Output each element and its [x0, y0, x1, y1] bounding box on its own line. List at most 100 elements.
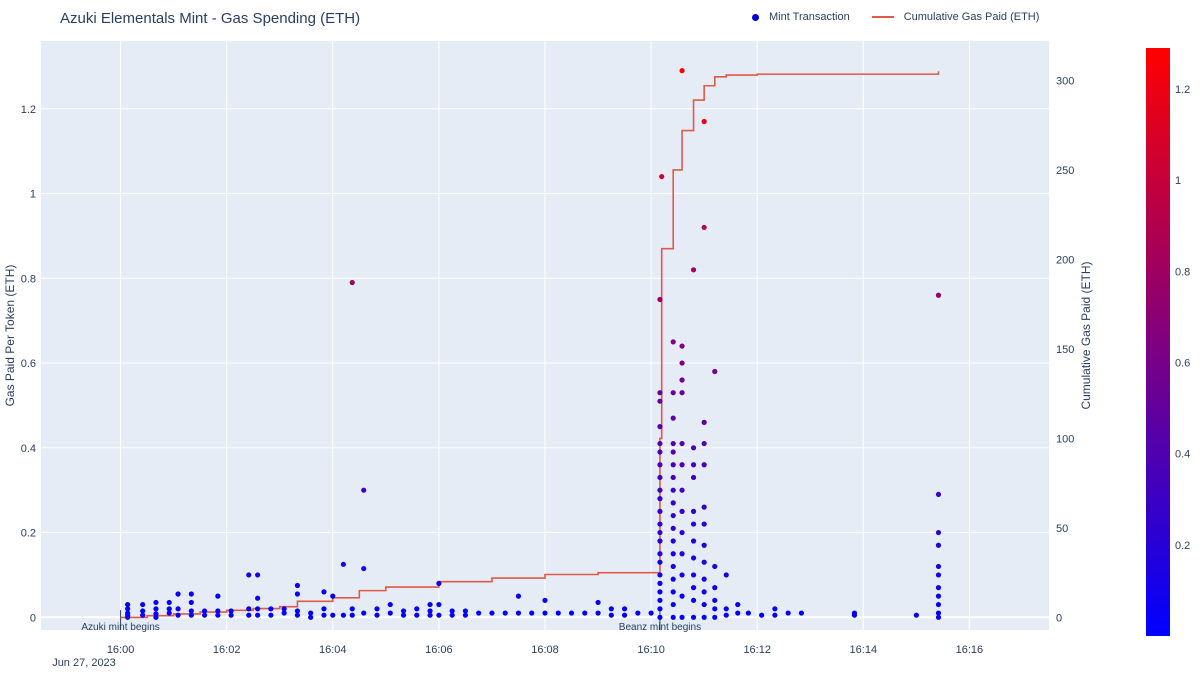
mint-transaction-point — [690, 462, 697, 468]
mint-transaction-point — [690, 572, 697, 578]
mint-transaction-point — [308, 610, 314, 616]
mint-transaction-point — [321, 606, 327, 612]
mint-transaction-point — [670, 440, 676, 447]
x-tick-label: 16:16 — [956, 644, 984, 656]
mint-transaction-point — [308, 614, 314, 620]
mint-transaction-point — [542, 597, 548, 603]
mint-transaction-point — [462, 608, 469, 614]
mint-transaction-point — [374, 612, 380, 618]
y2-tick-label: 200 — [1056, 254, 1074, 266]
mint-transaction-point — [670, 512, 676, 519]
mint-transaction-point — [621, 606, 628, 612]
y2-tick-label: 100 — [1056, 433, 1074, 445]
mint-transaction-point — [294, 612, 301, 618]
mint-transaction-point — [255, 612, 261, 618]
mint-transaction-point — [701, 576, 707, 582]
legend-label-scatter: Mint Transaction — [769, 11, 850, 23]
mint-transaction-point — [690, 555, 697, 561]
mint-transaction-point — [657, 449, 663, 455]
y2-tick-label: 300 — [1056, 75, 1074, 87]
mint-transaction-point — [321, 612, 327, 618]
mint-transaction-point — [427, 612, 433, 618]
mint-transaction-point — [657, 424, 663, 430]
mint-transaction-point — [294, 582, 301, 589]
mint-transaction-point — [690, 474, 697, 481]
mint-transaction-point — [175, 591, 181, 597]
mint-transaction-point — [449, 612, 455, 618]
mint-transaction-point — [153, 606, 159, 612]
mint-transaction-point — [361, 610, 367, 616]
mint-transaction-point — [153, 614, 159, 620]
mint-transaction-point — [701, 224, 707, 231]
mint-transaction-point — [228, 612, 234, 618]
y-tick-label: 0.8 — [21, 273, 36, 285]
colorbar-tick-label: 0.6 — [1175, 358, 1190, 370]
mint-transaction-point — [166, 610, 172, 616]
mint-transaction-point — [255, 572, 261, 578]
x-tick-label: 16:14 — [850, 644, 878, 656]
mint-transaction-point — [735, 601, 741, 608]
mint-transaction-point — [502, 610, 508, 616]
mint-transaction-point — [935, 585, 942, 591]
mint-transaction-point — [712, 606, 718, 612]
mint-transaction-point — [201, 608, 208, 614]
mint-transaction-point — [670, 601, 676, 608]
mint-transaction-point — [125, 614, 131, 620]
mint-transaction-point — [153, 599, 159, 606]
mint-transaction-point — [712, 585, 718, 591]
mint-transaction-point — [701, 504, 707, 510]
mint-transaction-point — [349, 279, 355, 286]
mint-transaction-point — [723, 606, 729, 612]
mint-transaction-point — [701, 419, 707, 425]
mint-transaction-point — [679, 593, 685, 599]
mint-transaction-point — [595, 599, 601, 606]
mint-transaction-point — [166, 606, 172, 612]
mint-transaction-point — [542, 610, 548, 616]
mint-transaction-point — [657, 597, 663, 603]
mint-transaction-point — [349, 612, 355, 618]
mint-transaction-point — [657, 462, 663, 468]
mint-transaction-point — [679, 360, 685, 366]
mint-transaction-point — [657, 551, 663, 557]
mint-transaction-point — [188, 608, 194, 614]
mint-transaction-point — [785, 610, 791, 616]
mint-transaction-point — [436, 612, 442, 618]
mint-transaction-point — [635, 610, 641, 616]
mint-transaction-point — [798, 610, 805, 616]
mint-transaction-point — [140, 608, 146, 614]
mint-transaction-point — [427, 608, 433, 614]
mint-transaction-point — [400, 612, 407, 618]
mint-transaction-point — [745, 610, 751, 616]
mint-transaction-point — [690, 538, 697, 544]
mint-transaction-point — [349, 606, 355, 612]
legend[interactable]: Mint Transaction Cumulative Gas Paid (ET… — [752, 11, 1039, 23]
mint-transaction-point — [657, 572, 663, 578]
mint-transaction-point — [670, 538, 676, 544]
mint-transaction-point — [294, 608, 301, 614]
colorbar-tick-label: 1.2 — [1175, 84, 1190, 96]
y-tick-label: 0.6 — [21, 358, 36, 370]
mint-transaction-point — [255, 595, 261, 601]
x-tick-label: 16:04 — [319, 644, 347, 656]
x-tick-label: 16:02 — [213, 644, 241, 656]
mint-transaction-point — [690, 508, 697, 514]
mint-transaction-point — [935, 614, 942, 620]
mint-transaction-point — [281, 606, 287, 612]
mint-transaction-point — [294, 591, 301, 597]
mint-transaction-point — [657, 559, 663, 565]
mint-transaction-point — [436, 601, 442, 608]
y-axis-title: Gas Paid Per Token (ETH) — [3, 265, 17, 407]
mint-transaction-point — [690, 597, 697, 603]
y-tick-label: 1.2 — [21, 104, 36, 116]
mint-transaction-point — [657, 296, 663, 303]
mint-transaction-point — [935, 601, 942, 608]
mint-transaction-point — [670, 576, 676, 582]
mint-transaction-point — [340, 561, 346, 567]
mint-transaction-point — [679, 487, 685, 493]
mint-transaction-point — [489, 610, 495, 616]
annotation-label: Beanz mint begins — [619, 622, 701, 633]
mint-transaction-point — [670, 474, 676, 481]
cumulative-gas-line — [120, 71, 940, 619]
x-tick-label: 16:10 — [637, 644, 665, 656]
mint-transaction-point — [246, 606, 252, 612]
